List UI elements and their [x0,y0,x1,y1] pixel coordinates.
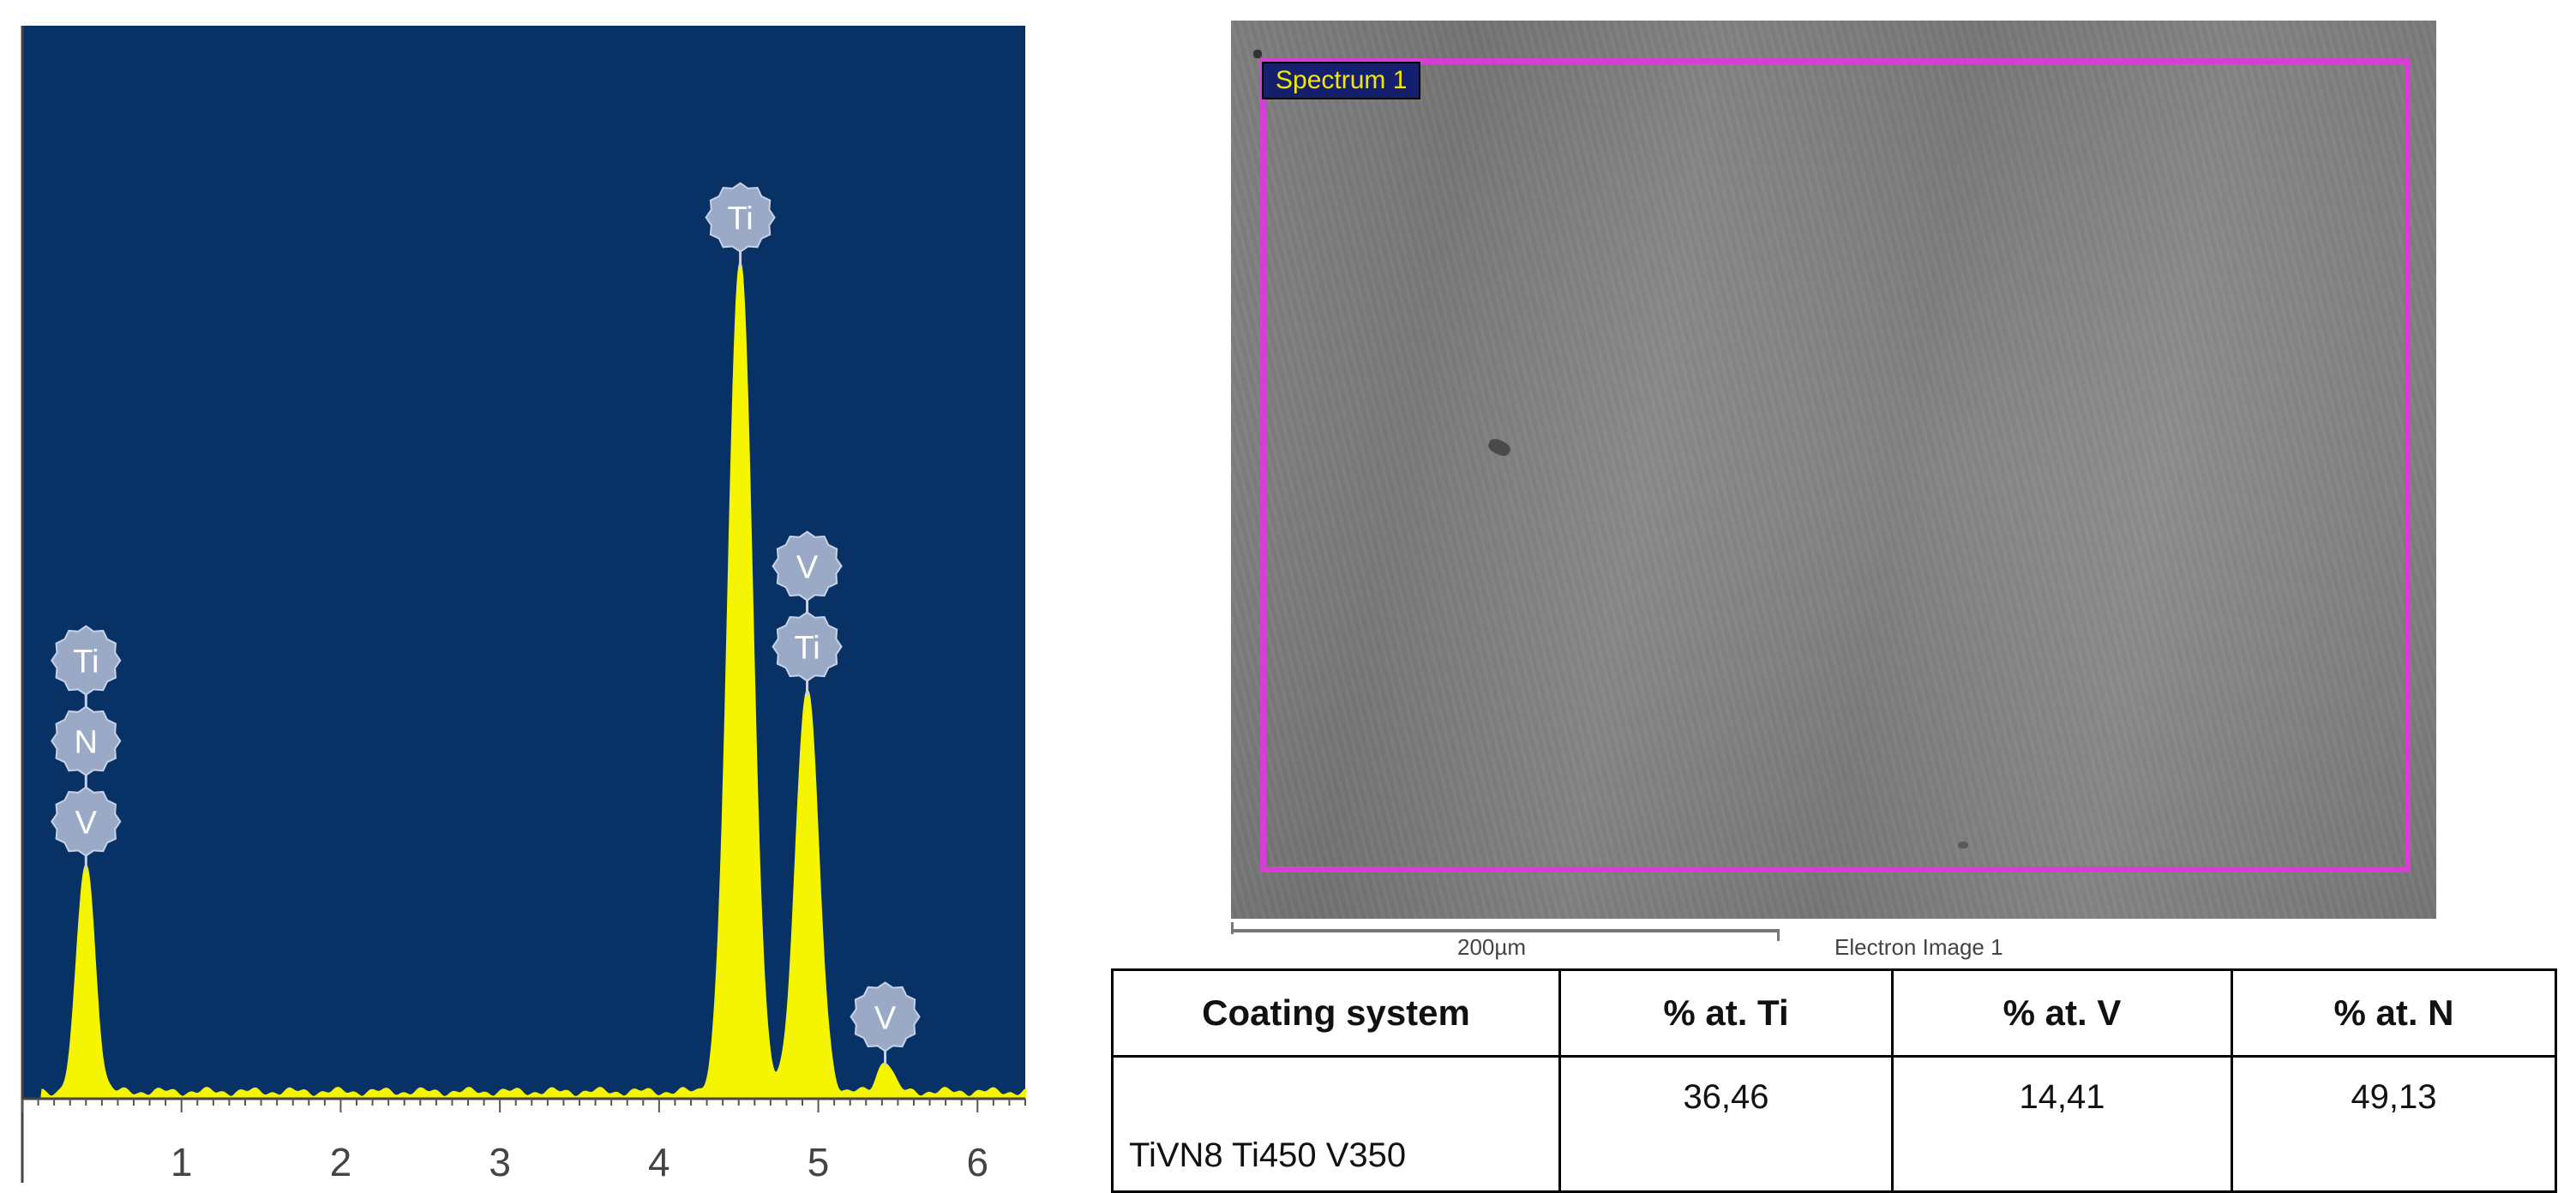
peak-label-badge: Ti [705,182,776,253]
peak-label-badge: V [850,981,921,1052]
spectrum-curve [22,261,1026,1100]
peak-element-label: Ti [794,631,820,667]
scale-bar-label: 200µm [1457,934,1527,960]
n-percent-cell: 49,13 [2231,1055,2557,1193]
peak-element-label: V [874,1000,897,1036]
scale-bar [1231,929,1780,932]
table-row: TiVN8 Ti450 V350 36,46 14,41 49,13 [1111,1055,2557,1193]
ti-percent-cell: 36,46 [1558,1055,1894,1193]
electron-image-caption: Electron Image 1 [1834,934,2003,960]
peak-label-badge: N [51,705,122,776]
peak-element-label: V [796,550,819,586]
x-tick-label: 1 [171,1140,193,1183]
x-tick-label: 5 [808,1140,830,1183]
x-tick-label: 3 [489,1140,511,1183]
column-header: % at. Ti [1558,968,1894,1058]
peak-badge-shape [51,786,122,857]
peak-label-badge: Ti [772,611,843,682]
peak-label-badge: V [51,786,122,857]
peak-element-label: N [75,725,98,761]
column-header: % at. V [1891,968,2233,1058]
peak-label-badge: Ti [51,625,122,696]
scale-bar-tick [1777,929,1780,941]
x-tick-label: 6 [966,1140,988,1183]
electron-image [1231,21,2436,919]
surface-particle [1253,50,1262,58]
peak-badge-shape [51,705,122,776]
peak-badge-shape [772,611,843,682]
spectrum-region-box [1260,58,2411,872]
peak-element-label: V [75,806,98,842]
eds-spectrum-panel: 1 2 3 4 5 6 Ti N V Ti V Ti V [0,0,1046,1183]
x-tick-label: 4 [648,1140,670,1183]
x-tick-label: 2 [330,1140,352,1183]
peak-badge-shape [705,182,776,253]
peak-label-badge: V [772,531,843,602]
coating-system-cell: TiVN8 Ti450 V350 [1111,1055,1561,1193]
plot-background [22,26,1025,1099]
peak-badge-shape [772,531,843,602]
composition-table: Coating system % at. Ti % at. V % at. N … [1111,968,2557,1193]
peak-element-label: Ti [73,644,99,680]
scale-bar-tick [1231,922,1234,934]
table-header-row: Coating system % at. Ti % at. V % at. N [1111,968,2557,1058]
surface-particle [1958,842,1968,848]
spectrum-region-label: Spectrum 1 [1262,62,1421,99]
peak-badge-shape [51,625,122,696]
eds-spectrum-chart: 1 2 3 4 5 6 Ti N V Ti V Ti V [21,26,1026,1183]
column-header: % at. N [2231,968,2557,1058]
v-percent-cell: 14,41 [1891,1055,2233,1193]
column-header: Coating system [1111,968,1561,1058]
peak-badge-shape [850,981,921,1052]
peak-element-label: Ti [727,201,753,237]
